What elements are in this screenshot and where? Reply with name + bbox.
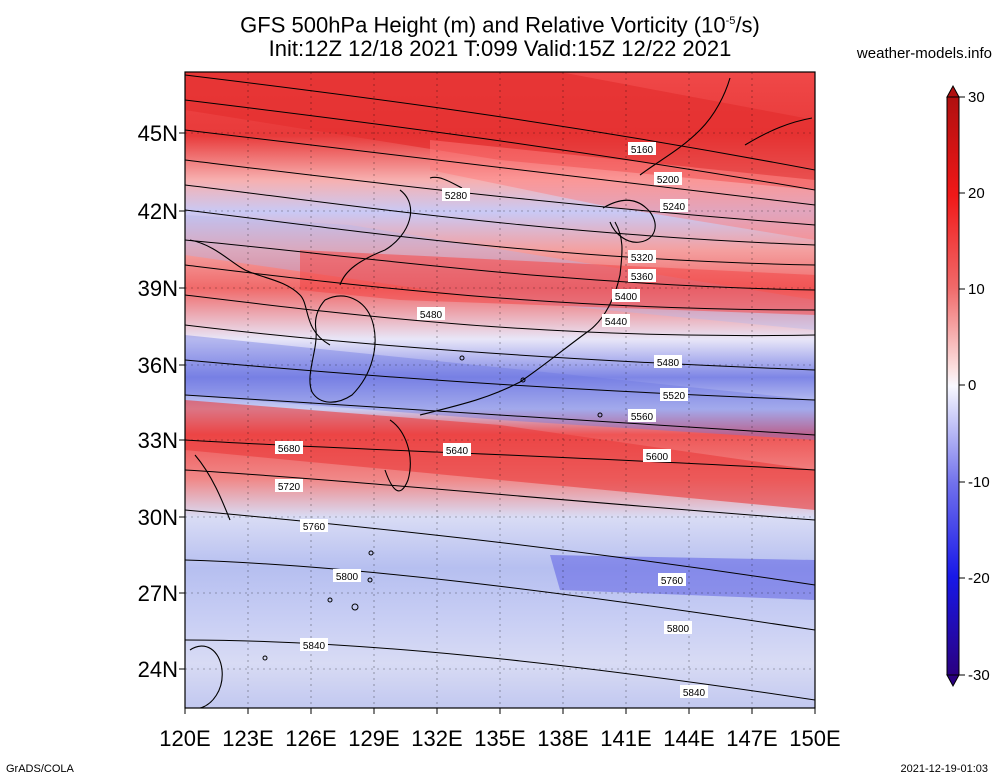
lat-label: 30N: [138, 505, 178, 530]
lon-label: 120E: [159, 726, 210, 751]
contour-label: 5520: [663, 391, 686, 402]
contour-label: 5720: [278, 482, 301, 493]
contour-label-bg: [664, 621, 692, 634]
contour-label-bg: [333, 569, 361, 582]
colorbar-label: 30: [968, 89, 985, 106]
longitude-labels: 120E 123E 126E 129E 132E 135E 138E 141E 144E 147E…: [159, 726, 840, 751]
contour-label: 5320: [631, 253, 654, 264]
contour-label-bg: [628, 142, 656, 155]
lon-label: 123E: [222, 726, 273, 751]
contour-label: 5160: [631, 145, 654, 156]
contour-label-bg: [442, 188, 470, 201]
lat-label: 36N: [138, 353, 178, 378]
latitude-labels: 45N 42N 39N 36N 33N 30N 27N 24N: [138, 121, 178, 682]
contour-label-bg: [643, 449, 671, 462]
contour-label-bg: [300, 638, 328, 651]
contour-label: 5280: [445, 191, 468, 202]
lon-label: 138E: [537, 726, 588, 751]
lat-lon-grid: [185, 72, 815, 708]
colorbar-labels: 30 20 10 0 -10 -20 -30: [959, 89, 990, 684]
chart-title-line2: Init:12Z 12/18 2021 T:099 Valid:15Z 12/2…: [268, 36, 732, 61]
contour-label: 5800: [667, 624, 690, 635]
contour-label-bg: [275, 441, 303, 454]
contour-label-bg: [443, 443, 471, 456]
contour-labels: 5160 5200 5240 5280 5320 5360 5400 5440 5480 5480…: [275, 142, 708, 699]
contour-label-bg: [628, 250, 656, 263]
grads-credit: GrADS/COLA: [6, 763, 74, 775]
colorbar-label: 0: [968, 377, 976, 394]
contour-label-bg: [628, 409, 656, 422]
colorbar-scale: [946, 96, 960, 676]
contour-label: 5640: [446, 446, 469, 457]
contour-label-bg: [417, 307, 445, 320]
contour-label-bg: [300, 519, 328, 532]
contour-label: 5480: [657, 358, 680, 369]
colorbar: 30 20 10 0 -10 -20 -30: [946, 84, 990, 688]
lat-label: 27N: [138, 581, 178, 606]
lon-label: 126E: [285, 726, 336, 751]
contour-label-bg: [628, 269, 656, 282]
axis-ticks: [179, 132, 816, 714]
contour-label: 5400: [615, 292, 638, 303]
contour-label: 5760: [303, 522, 326, 533]
colorbar-label: -10: [968, 474, 990, 491]
contour-label: 5240: [663, 202, 686, 213]
contour-label: 5360: [631, 272, 654, 283]
lat-label: 45N: [138, 121, 178, 146]
lon-label: 129E: [348, 726, 399, 751]
colorbar-top-arrow: [946, 84, 960, 98]
contour-label: 5840: [683, 688, 706, 699]
height-contours: [185, 74, 815, 701]
contour-label-bg: [602, 314, 630, 327]
islands: [262, 355, 603, 661]
contour-label: 5560: [631, 412, 654, 423]
contour-label-bg: [275, 479, 303, 492]
lon-label: 132E: [411, 726, 462, 751]
colorbar-label: 10: [968, 281, 985, 298]
contour-label-bg: [654, 172, 682, 185]
colorbar-label: -30: [968, 667, 990, 684]
lon-label: 150E: [789, 726, 840, 751]
contour-label: 5440: [605, 317, 628, 328]
contour-label: 5800: [336, 572, 359, 583]
lon-label: 147E: [726, 726, 777, 751]
contour-label-bg: [654, 355, 682, 368]
lon-label: 135E: [474, 726, 525, 751]
lon-label: 144E: [663, 726, 714, 751]
contour-label-bg: [660, 388, 688, 401]
chart-title-line1: GFS 500hPa Height (m) and Relative Vorti…: [240, 12, 760, 38]
lat-label: 39N: [138, 276, 178, 301]
site-watermark: weather-models.info: [856, 45, 992, 62]
coastlines: [189, 77, 813, 708]
contour-label-bg: [658, 573, 686, 586]
colorbar-label: 20: [968, 185, 985, 202]
lat-label: 42N: [138, 199, 178, 224]
contour-label: 5600: [646, 452, 669, 463]
colorbar-bottom-arrow: [946, 674, 960, 688]
contour-label: 5680: [278, 444, 301, 455]
map-area: 5160 5200 5240 5280 5320 5360 5400 5440 5480 5480…: [185, 72, 815, 708]
colorbar-label: -20: [968, 570, 990, 587]
lat-label: 24N: [138, 657, 178, 682]
contour-label: 5840: [303, 641, 326, 652]
contour-label-bg: [680, 685, 708, 698]
lon-label: 141E: [600, 726, 651, 751]
contour-label: 5480: [420, 310, 443, 321]
contour-label: 5200: [657, 175, 680, 186]
contour-label: 5760: [661, 576, 684, 587]
contour-label-bg: [660, 199, 688, 212]
lat-label: 33N: [138, 428, 178, 453]
contour-label-bg: [612, 289, 640, 302]
generation-timestamp: 2021-12-19-01:03: [900, 763, 988, 775]
